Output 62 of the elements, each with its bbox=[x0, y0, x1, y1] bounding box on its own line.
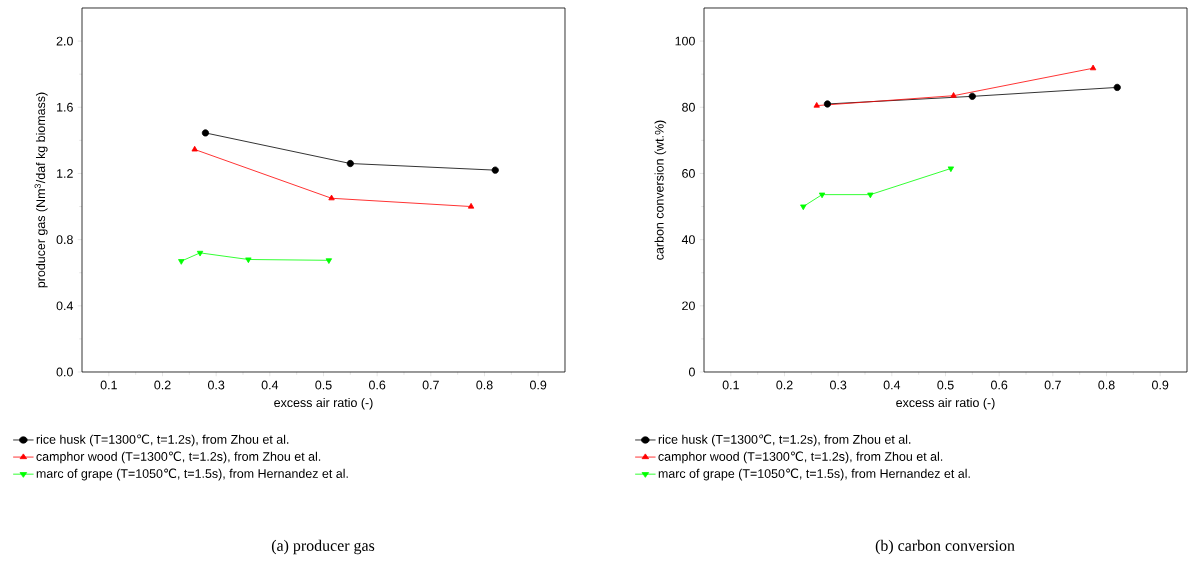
point bbox=[968, 92, 976, 100]
x-tick-label: 0.4 bbox=[261, 380, 279, 390]
y-tick-label: 0.0 bbox=[56, 367, 73, 377]
x-tick-label: 0.2 bbox=[154, 380, 171, 390]
point bbox=[328, 194, 335, 201]
y-axis-title: carbon conversion (wt.%) bbox=[654, 120, 667, 260]
point bbox=[818, 192, 826, 199]
x-tick-label: 0.3 bbox=[207, 380, 225, 390]
point bbox=[201, 129, 210, 137]
point bbox=[467, 202, 475, 209]
x-tick-label: 0.8 bbox=[1098, 380, 1115, 390]
y-tick-label: 60 bbox=[682, 169, 695, 178]
point bbox=[245, 257, 252, 264]
x-tick-label: 0.1 bbox=[722, 380, 739, 390]
y-tick-label: 0 bbox=[688, 367, 695, 377]
legend-label: camphor wood (T=1300℃, t=1.2s), from Zhou et al. bbox=[658, 451, 943, 464]
x-tick-label: 0.2 bbox=[776, 380, 793, 390]
y-tick-label: 20 bbox=[682, 301, 695, 311]
x-axis-title: excess air ratio (-) bbox=[274, 397, 373, 410]
legend-label: marc of grape (T=1050℃, t=1.5s), from Hernandez et al. bbox=[36, 468, 348, 481]
y-tick-label: 80 bbox=[682, 102, 695, 112]
point bbox=[867, 192, 874, 199]
x-tick-label: 0.4 bbox=[883, 380, 901, 390]
legend-label: marc of grape (T=1050℃, t=1.5s), from Hernandez et al. bbox=[658, 468, 970, 481]
x-tick-label: 0.9 bbox=[529, 380, 547, 390]
point bbox=[800, 204, 807, 211]
x-tick-label: 0.7 bbox=[422, 380, 439, 390]
x-axis-title: excess air ratio (-) bbox=[896, 397, 995, 410]
x-tick-label: 0.5 bbox=[937, 380, 954, 390]
x-tick-label: 0.5 bbox=[315, 380, 332, 390]
point bbox=[196, 250, 204, 257]
x-tick-label: 0.3 bbox=[830, 380, 847, 390]
y-tick-label: 0.4 bbox=[56, 301, 74, 311]
y-tick-label: 40 bbox=[681, 235, 695, 245]
point bbox=[823, 100, 832, 108]
y-tick-label: 100 bbox=[675, 36, 695, 46]
y-tick-label: 1.2 bbox=[57, 169, 73, 178]
x-tick-label: 0.6 bbox=[991, 380, 1008, 390]
text: (b) carbon conversion bbox=[875, 539, 1015, 555]
point bbox=[947, 166, 955, 173]
text: (a) producer gas bbox=[271, 539, 375, 555]
y-tick-label: 1.6 bbox=[57, 102, 73, 112]
point bbox=[191, 145, 198, 152]
point bbox=[813, 102, 820, 108]
x-tick-label: 0.8 bbox=[476, 380, 493, 390]
point bbox=[491, 166, 499, 174]
y-axis-title: producer gas (Nm$^{3}$/daf kg biomass) bbox=[34, 92, 48, 288]
legend-label: rice husk (T=1300℃, t=1.2s), from Zhou et al. bbox=[658, 434, 911, 447]
point bbox=[325, 258, 333, 264]
point bbox=[346, 159, 354, 168]
point bbox=[178, 259, 185, 265]
y-tick-label: 2.0 bbox=[56, 36, 73, 46]
point bbox=[950, 92, 957, 98]
legend-label: rice husk (T=1300℃, t=1.2s), from Zhou et al. bbox=[36, 434, 289, 447]
point bbox=[1089, 64, 1097, 71]
point bbox=[1113, 83, 1121, 91]
x-tick-label: 0.7 bbox=[1044, 380, 1061, 390]
x-tick-label: 0.1 bbox=[100, 380, 117, 390]
x-tick-label: 0.9 bbox=[1152, 380, 1169, 390]
x-tick-label: 0.6 bbox=[368, 380, 386, 390]
legend-label: camphor wood (T=1300℃, t=1.2s), from Zhou et al. bbox=[36, 451, 321, 464]
y-tick-label: 0.8 bbox=[56, 235, 73, 245]
